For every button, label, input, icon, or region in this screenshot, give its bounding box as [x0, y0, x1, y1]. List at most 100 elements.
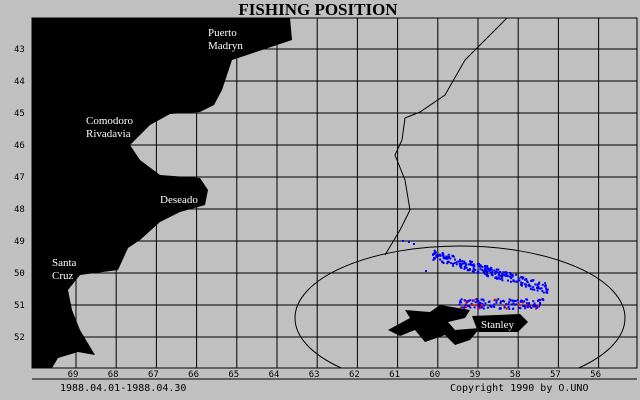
- catch-point: [484, 266, 487, 269]
- catch-point: [494, 298, 497, 301]
- catch-point: [525, 283, 528, 286]
- catch-point: [441, 260, 444, 263]
- catch-point: [529, 285, 532, 288]
- catch-point: [481, 306, 484, 309]
- catch-point: [501, 279, 504, 282]
- catch-point: [475, 304, 478, 307]
- catch-point: [469, 261, 472, 264]
- catch-point: [517, 303, 520, 306]
- catch-point: [527, 284, 530, 287]
- catch-point: [455, 263, 458, 266]
- catch-point: [527, 303, 530, 306]
- catch-point: [413, 243, 415, 245]
- catch-point: [544, 282, 547, 285]
- catch-point: [457, 260, 460, 263]
- catch-point: [513, 303, 516, 306]
- catch-point: [495, 276, 498, 279]
- catch-point: [510, 277, 513, 280]
- catch-point: [536, 304, 539, 307]
- lon-label: 59: [470, 370, 481, 380]
- catch-point: [538, 281, 541, 284]
- catch-point: [487, 275, 490, 278]
- lon-label: 60: [429, 370, 440, 380]
- catch-point: [471, 270, 474, 273]
- catch-point: [441, 253, 444, 256]
- catch-point: [464, 264, 467, 267]
- catch-point: [495, 270, 498, 273]
- catch-point: [496, 277, 499, 280]
- catch-point: [526, 298, 529, 301]
- catch-point: [460, 298, 463, 301]
- catch-point: [524, 283, 527, 286]
- catch-point: [446, 262, 449, 265]
- catch-point: [526, 280, 529, 283]
- catch-point: [460, 306, 463, 309]
- catch-point: [489, 267, 492, 270]
- lat-label: 45: [14, 109, 25, 119]
- catch-point: [535, 305, 538, 308]
- catch-point: [459, 260, 462, 263]
- period: 1988.04.01-1988.04.30: [60, 383, 186, 394]
- catch-point: [433, 257, 436, 260]
- catch-point: [538, 287, 541, 290]
- catch-point: [480, 298, 483, 301]
- catch-point: [461, 262, 464, 265]
- catch-point: [542, 291, 545, 294]
- catch-point: [455, 261, 458, 264]
- lon-label: 68: [108, 370, 119, 380]
- catch-point: [486, 306, 489, 309]
- catch-point: [529, 279, 532, 282]
- place-label: Santa Cruz: [52, 257, 77, 282]
- catch-point: [476, 271, 479, 274]
- catch-point: [434, 251, 437, 254]
- catch-point: [509, 280, 512, 283]
- catch-point: [460, 262, 463, 265]
- catch-point: [536, 289, 539, 292]
- catch-point: [505, 307, 508, 310]
- catch-point: [519, 276, 522, 279]
- catch-point: [513, 299, 516, 302]
- catch-point: [497, 276, 500, 279]
- catch-point: [523, 300, 526, 303]
- catch-point: [532, 286, 535, 289]
- catch-point: [522, 276, 525, 279]
- catch-point: [524, 278, 527, 281]
- catch-point: [482, 307, 485, 310]
- catch-point: [494, 276, 497, 279]
- catch-point: [495, 301, 498, 304]
- lon-label: 58: [510, 370, 521, 380]
- catch-point: [442, 255, 445, 258]
- catch-point: [458, 301, 461, 304]
- catch-point: [447, 253, 450, 256]
- catch-point: [509, 273, 512, 276]
- catch-point: [545, 288, 548, 291]
- catch-point: [452, 264, 455, 267]
- lat-label: 46: [14, 141, 25, 151]
- catch-point: [465, 306, 468, 309]
- catch-point: [528, 283, 531, 286]
- catch-point: [442, 262, 445, 265]
- catch-point: [468, 269, 471, 272]
- catch-point: [541, 298, 544, 301]
- catch-point: [486, 270, 489, 273]
- place-label: Puerto Madryn: [208, 27, 243, 52]
- catch-point: [529, 287, 532, 290]
- catch-point: [466, 301, 469, 304]
- catch-point: [510, 303, 513, 306]
- catch-point: [523, 305, 526, 308]
- catch-point: [484, 302, 487, 305]
- lon-label: 61: [389, 370, 400, 380]
- place-label: Comodoro Rivadavia: [86, 115, 134, 140]
- catch-point: [466, 300, 469, 303]
- catch-point: [501, 274, 504, 277]
- catch-point: [521, 301, 524, 304]
- catch-points: [402, 240, 549, 310]
- catch-point: [484, 270, 487, 273]
- catch-point: [469, 299, 472, 302]
- catch-point: [483, 272, 486, 275]
- lat-label: 48: [14, 205, 25, 215]
- catch-point: [435, 255, 438, 258]
- lon-label: 64: [269, 370, 280, 380]
- catch-point: [481, 269, 484, 272]
- catch-point: [472, 265, 475, 268]
